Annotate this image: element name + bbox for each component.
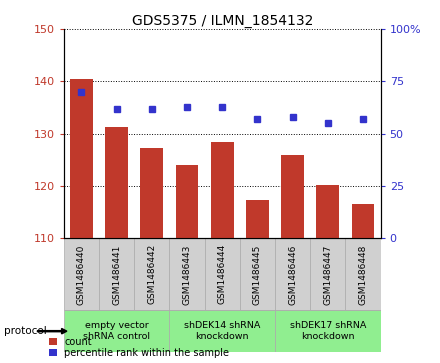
Text: GSM1486444: GSM1486444 bbox=[218, 244, 227, 305]
Text: GSM1486448: GSM1486448 bbox=[359, 244, 367, 305]
Bar bbox=[105, 127, 128, 238]
Title: GDS5375 / ILMN_1854132: GDS5375 / ILMN_1854132 bbox=[132, 14, 313, 28]
Bar bbox=[169, 310, 275, 352]
Text: GSM1486446: GSM1486446 bbox=[288, 244, 297, 305]
Text: shDEK17 shRNA
knockdown: shDEK17 shRNA knockdown bbox=[290, 322, 366, 341]
Text: GSM1486445: GSM1486445 bbox=[253, 244, 262, 305]
Text: GSM1486443: GSM1486443 bbox=[183, 244, 191, 305]
Bar bbox=[205, 238, 240, 310]
Text: GSM1486441: GSM1486441 bbox=[112, 244, 121, 305]
Text: GSM1486447: GSM1486447 bbox=[323, 244, 332, 305]
Bar bbox=[140, 148, 163, 238]
Bar bbox=[99, 238, 134, 310]
Bar bbox=[169, 238, 205, 310]
Bar bbox=[64, 238, 99, 310]
Bar bbox=[246, 200, 269, 238]
Bar bbox=[345, 238, 381, 310]
Bar bbox=[275, 238, 310, 310]
Bar bbox=[134, 238, 169, 310]
Text: protocol: protocol bbox=[4, 326, 47, 336]
Text: GSM1486440: GSM1486440 bbox=[77, 244, 86, 305]
Bar bbox=[316, 185, 339, 238]
Legend: count, percentile rank within the sample: count, percentile rank within the sample bbox=[49, 337, 229, 358]
Bar bbox=[281, 155, 304, 238]
Bar bbox=[64, 310, 169, 352]
Text: shDEK14 shRNA
knockdown: shDEK14 shRNA knockdown bbox=[184, 322, 260, 341]
Text: GSM1486442: GSM1486442 bbox=[147, 244, 156, 305]
Bar bbox=[352, 204, 374, 238]
Bar bbox=[240, 238, 275, 310]
Bar bbox=[70, 79, 93, 238]
Text: empty vector
shRNA control: empty vector shRNA control bbox=[83, 322, 150, 341]
Bar bbox=[275, 310, 381, 352]
Bar bbox=[211, 142, 234, 238]
Bar bbox=[176, 165, 198, 238]
Bar bbox=[310, 238, 345, 310]
